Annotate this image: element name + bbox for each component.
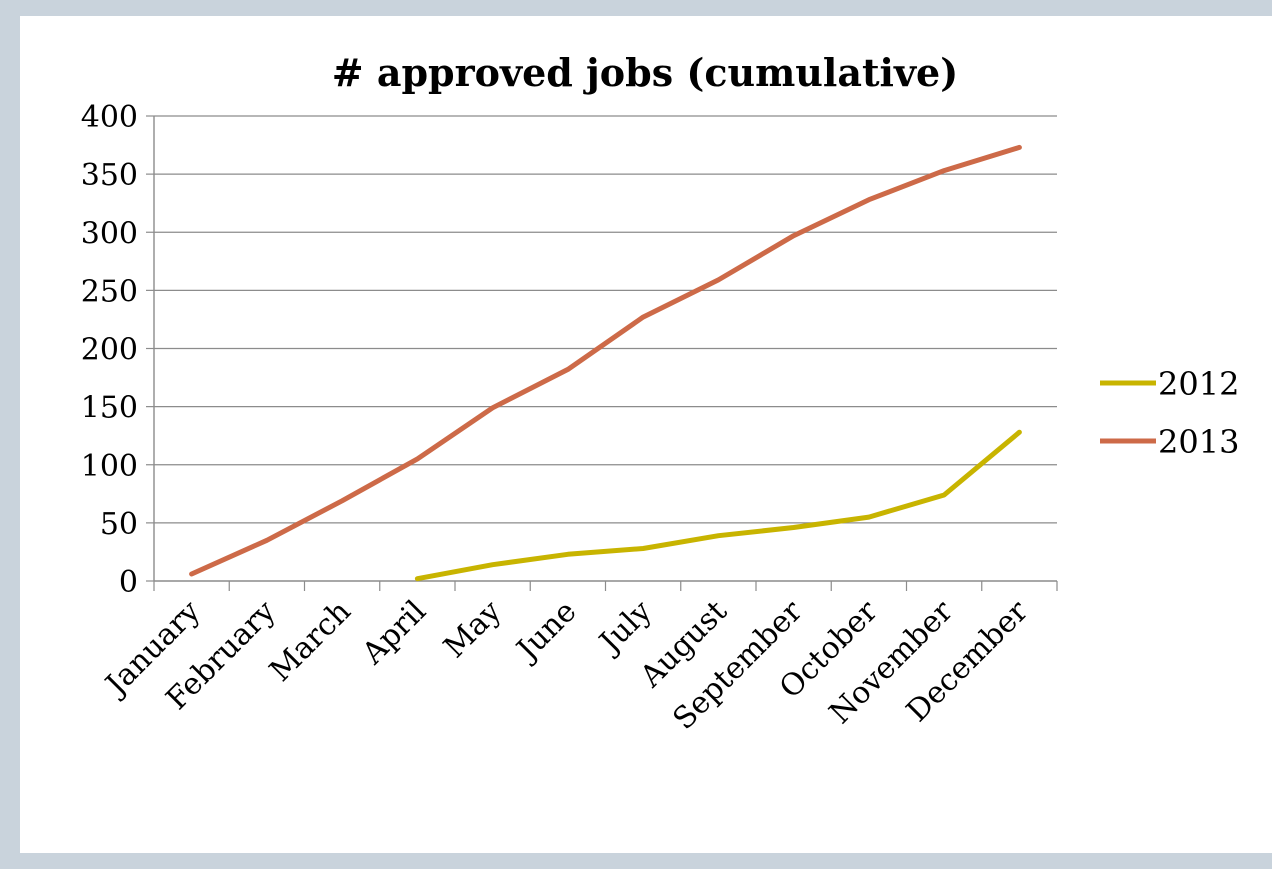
y-tick-label: 0 — [119, 565, 138, 600]
y-tick-label: 100 — [81, 449, 138, 484]
chart-title: # approved jobs (cumulative) — [332, 50, 958, 95]
legend-label: 2013 — [1158, 423, 1239, 461]
y-tick-label: 150 — [81, 391, 138, 426]
x-tick-label: June — [508, 594, 583, 669]
x-tick-label: April — [355, 594, 433, 672]
axes — [146, 115, 1058, 591]
y-tick-label: 250 — [81, 274, 138, 309]
series-line-2013 — [189, 144, 1022, 577]
y-tick-label: 200 — [81, 333, 138, 368]
y-tick-label: 300 — [81, 216, 138, 251]
y-axis-ticks: 0 50 100 150 200 250 300 350 400 — [81, 100, 138, 600]
chart-panel: # approved jobs (cumulative) 0 50 100 150 20… — [20, 16, 1272, 853]
y-tick-label: 400 — [81, 100, 138, 135]
series-line-2012 — [414, 429, 1022, 582]
legend: 2012 2013 — [1100, 365, 1239, 461]
y-tick-label: 350 — [81, 158, 138, 193]
gridlines — [154, 115, 1057, 524]
line-chart: # approved jobs (cumulative) 0 50 100 150 20… — [81, 50, 1240, 737]
x-tick-label: July — [591, 594, 659, 662]
y-tick-label: 50 — [100, 507, 138, 542]
x-tick-label: March — [263, 594, 358, 689]
x-tick-label: May — [437, 594, 508, 665]
legend-label: 2012 — [1158, 365, 1239, 403]
series-lines — [189, 144, 1022, 582]
